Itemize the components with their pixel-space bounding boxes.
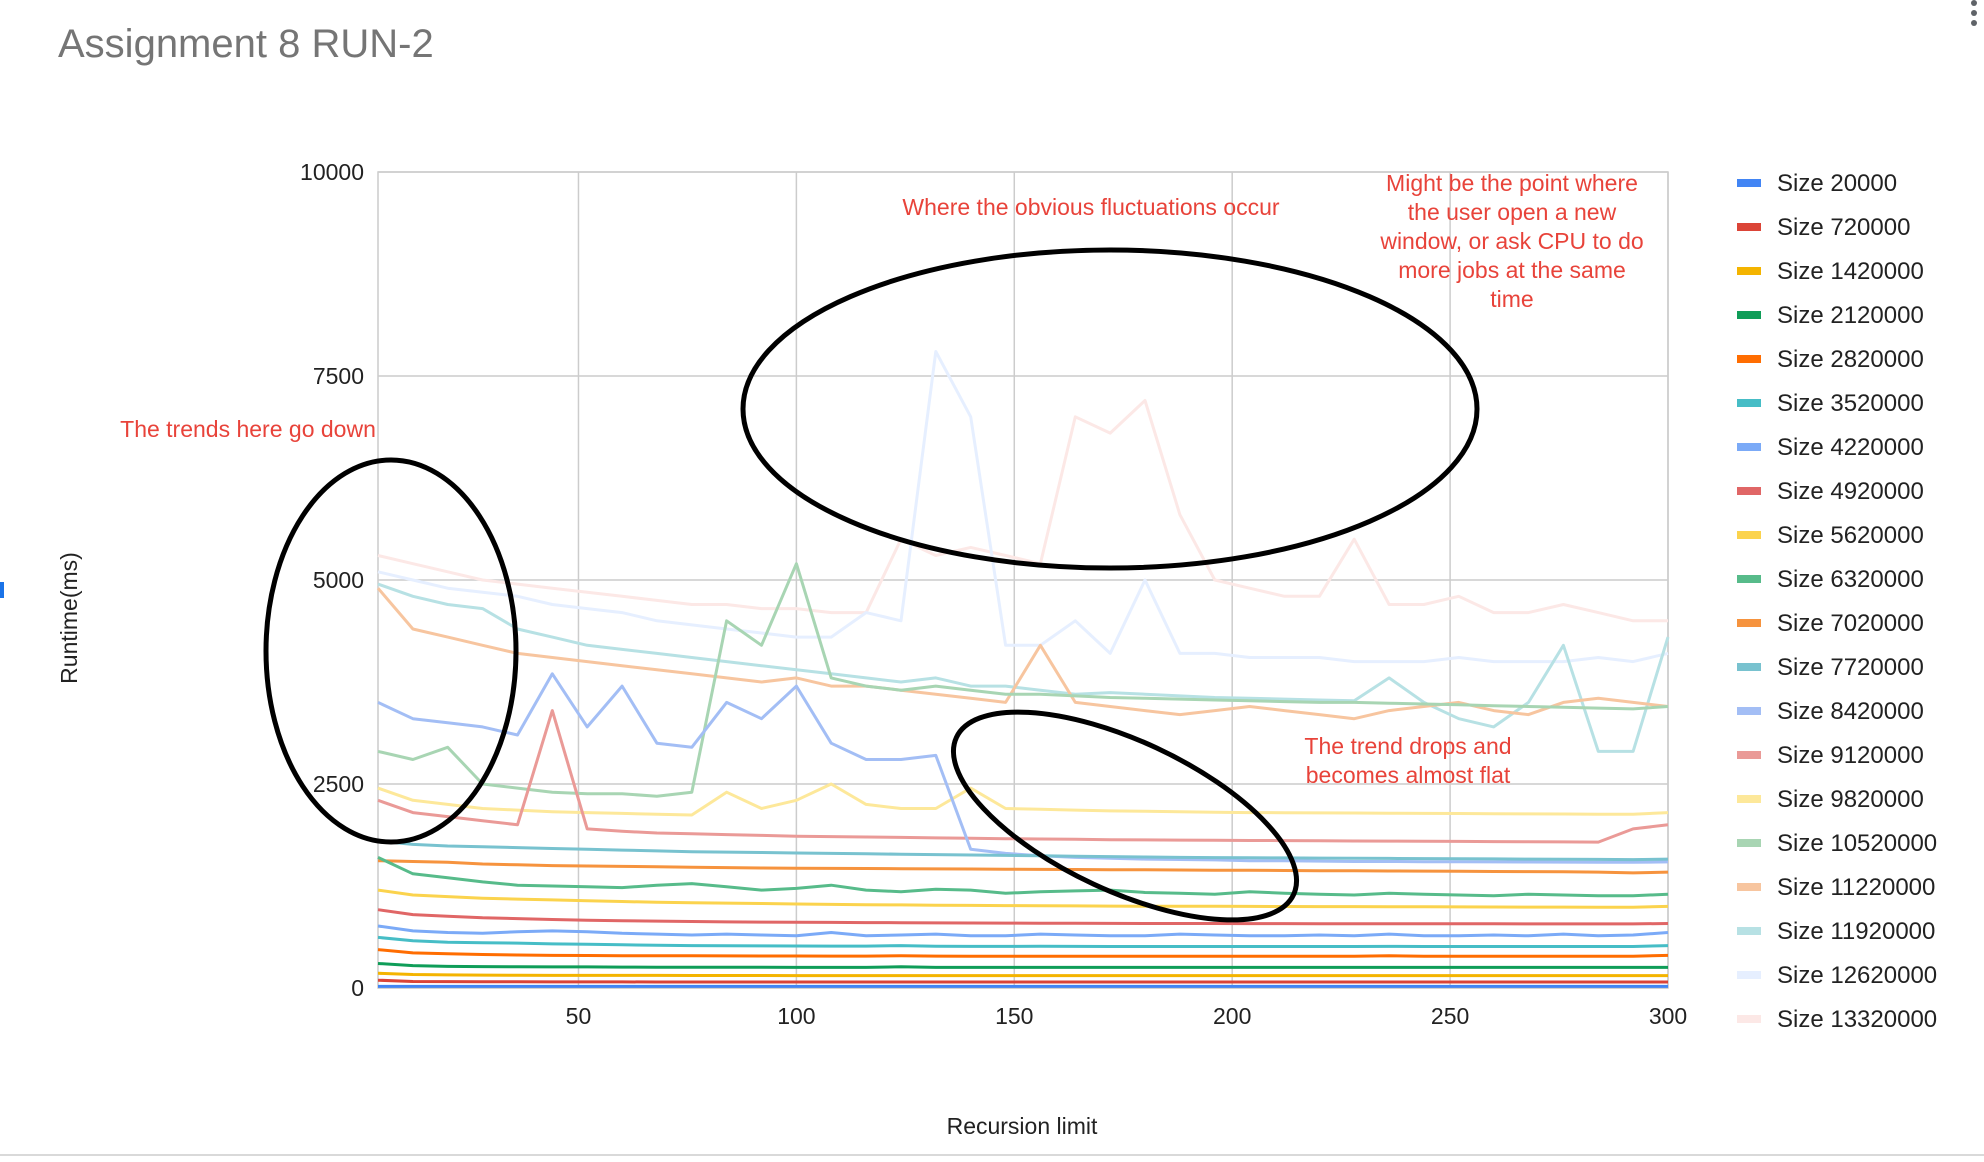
legend: Size 20000 Size 720000 Size 1420000 Size 21… — [1737, 170, 1937, 1033]
legend-swatch — [1737, 399, 1761, 407]
legend-label: Size 4920000 — [1777, 478, 1924, 505]
series-line-size-6320000 — [377, 856, 1669, 898]
annotation-line: The trend drops and — [1304, 733, 1511, 759]
annotation-line: more jobs at the same — [1398, 257, 1626, 283]
legend-label: Size 7720000 — [1777, 654, 1924, 681]
legend-swatch — [1737, 575, 1761, 583]
legend-label: Size 9820000 — [1777, 786, 1924, 813]
series-line-size-7020000 — [377, 859, 1669, 875]
series-line-size-13320000 — [377, 399, 1668, 623]
annotation-line: window, or ask CPU to do — [1379, 228, 1643, 254]
series-line-size-3520000 — [377, 935, 1669, 948]
x-tick-label: 150 — [995, 1003, 1033, 1029]
series-line-size-2820000 — [377, 948, 1669, 958]
x-tick-label: 100 — [777, 1003, 815, 1029]
legend-swatch — [1737, 927, 1761, 935]
legend-swatch — [1737, 267, 1761, 275]
x-tick-label: 50 — [566, 1003, 592, 1029]
annotation-text: The trends here go down — [120, 416, 376, 442]
legend-swatch — [1737, 619, 1761, 627]
legend-label: Size 1420000 — [1777, 258, 1924, 285]
y-axis-title: Runtime(ms) — [56, 552, 82, 684]
legend-label: Size 720000 — [1777, 214, 1910, 241]
series-line-size-4220000 — [377, 924, 1669, 938]
y-tick-label: 0 — [351, 975, 364, 1001]
annotation-line: Might be the point where — [1386, 170, 1638, 196]
annotation-line: becomes almost flat — [1306, 762, 1511, 788]
legend-label: Size 20000 — [1777, 170, 1897, 197]
series-lines — [376, 350, 1670, 988]
annotation-line: the user open a new — [1408, 199, 1617, 225]
series-line-size-4920000 — [377, 908, 1669, 926]
legend-label: Size 9120000 — [1777, 742, 1924, 769]
legend-swatch — [1737, 751, 1761, 759]
series-line-size-11920000 — [377, 582, 1670, 753]
legend-swatch — [1737, 487, 1761, 495]
annotation-line: The trends here go down — [120, 416, 376, 442]
legend-swatch — [1737, 971, 1761, 979]
more-options-icon[interactable] — [1968, 0, 1980, 26]
y-tick-label: 2500 — [313, 771, 364, 797]
series-line-size-10520000 — [377, 562, 1669, 798]
legend-swatch — [1737, 707, 1761, 715]
legend-label: Size 11220000 — [1777, 874, 1935, 901]
chart-title: Assignment 8 RUN-2 — [58, 22, 434, 66]
series-line-size-5620000 — [377, 888, 1669, 909]
legend-swatch — [1737, 663, 1761, 671]
annotation-ellipse — [263, 457, 519, 845]
y-tick-label: 7500 — [313, 363, 364, 389]
bottom-divider — [0, 1154, 1984, 1156]
series-line-size-720000 — [377, 978, 1668, 984]
annotation-line: time — [1490, 286, 1533, 312]
legend-label: Size 2120000 — [1777, 302, 1924, 329]
series-line-size-2120000 — [377, 962, 1668, 969]
legend-swatch — [1737, 443, 1761, 451]
series-line-size-7720000 — [377, 839, 1669, 862]
legend-swatch — [1737, 179, 1761, 187]
legend-swatch — [1737, 839, 1761, 847]
legend-label: Size 8420000 — [1777, 698, 1924, 725]
legend-swatch — [1737, 311, 1761, 319]
legend-label: Size 12620000 — [1777, 962, 1937, 989]
series-line-size-9820000 — [377, 782, 1669, 817]
series-line-size-9120000 — [377, 709, 1669, 844]
annotation-ellipse — [740, 247, 1480, 571]
side-marker — [0, 582, 4, 598]
annotations: The trends here go down Where the obvious… — [120, 170, 1644, 923]
annotation-text: The trend drops and becomes almost flat — [1304, 733, 1511, 788]
legend-swatch — [1737, 223, 1761, 231]
x-axis-title: Recursion limit — [947, 1113, 1098, 1139]
annotation-text: Where the obvious fluctuations occur — [902, 194, 1279, 220]
legend-swatch — [1737, 1015, 1761, 1023]
legend-label: Size 7020000 — [1777, 610, 1924, 637]
legend-label: Size 4220000 — [1777, 434, 1924, 461]
series-line-size-1420000 — [377, 971, 1668, 978]
legend-label: Size 3520000 — [1777, 390, 1924, 417]
series-line-size-11220000 — [376, 587, 1669, 721]
legend-label: Size 2820000 — [1777, 346, 1924, 373]
x-tick-label: 300 — [1649, 1003, 1687, 1029]
legend-swatch — [1737, 355, 1761, 363]
axis-ticks: 0 2500 5000 7500 10000 50 100 150 200 250 300 — [300, 159, 1687, 1029]
legend-swatch — [1737, 795, 1761, 803]
annotation-text: Might be the point where the user open a … — [1379, 170, 1643, 312]
legend-swatch — [1737, 883, 1761, 891]
legend-label: Size 10520000 — [1777, 830, 1937, 857]
legend-label: Size 5620000 — [1777, 522, 1924, 549]
legend-label: Size 6320000 — [1777, 566, 1924, 593]
legend-label: Size 13320000 — [1777, 1006, 1937, 1033]
y-tick-label: 5000 — [313, 567, 364, 593]
x-tick-label: 200 — [1213, 1003, 1251, 1029]
x-tick-label: 250 — [1431, 1003, 1469, 1029]
legend-swatch — [1737, 531, 1761, 539]
legend-label: Size 11920000 — [1777, 918, 1935, 945]
annotation-ellipse — [950, 709, 1300, 923]
series-line-size-12620000 — [377, 350, 1669, 664]
y-tick-label: 10000 — [300, 159, 364, 185]
annotation-line: Where the obvious fluctuations occur — [902, 194, 1279, 220]
